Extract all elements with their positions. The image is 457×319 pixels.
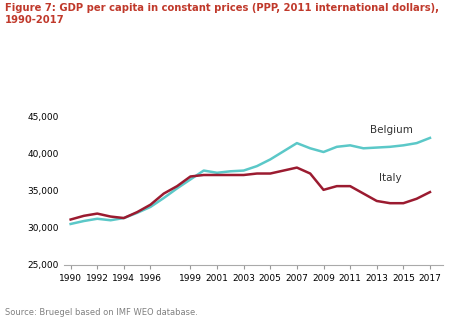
Text: Source: Bruegel based on IMF WEO database.: Source: Bruegel based on IMF WEO databas…: [5, 308, 197, 317]
Text: Belgium: Belgium: [370, 125, 413, 135]
Text: Italy: Italy: [379, 173, 402, 183]
Text: Figure 7: GDP per capita in constant prices (PPP, 2011 international dollars),
1: Figure 7: GDP per capita in constant pri…: [5, 3, 439, 25]
